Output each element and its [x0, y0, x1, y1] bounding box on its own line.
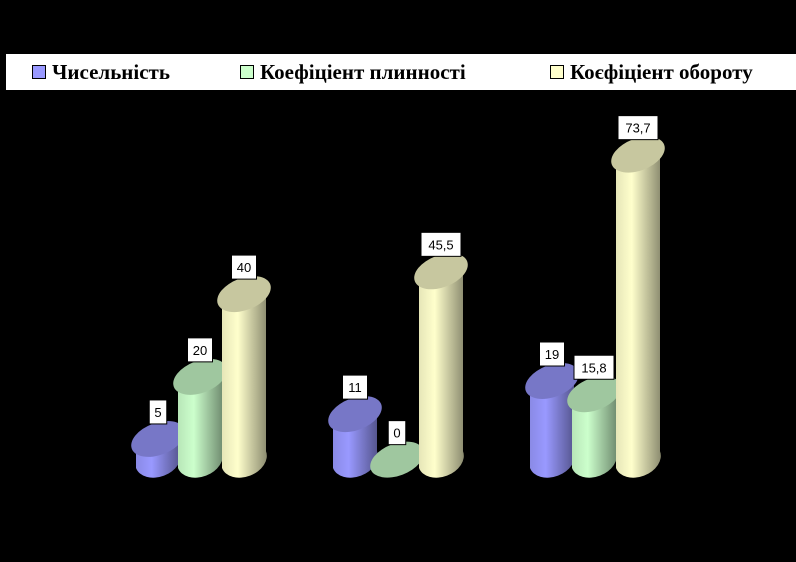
- legend-swatch-ob: [550, 65, 564, 79]
- bar-top-0-0: [131, 420, 185, 457]
- data-label-0-2: 19: [539, 341, 565, 367]
- data-label-text-2-2: 73,7: [625, 121, 650, 136]
- legend-label-pl: Коефіціент плинності: [260, 59, 466, 84]
- legend-swatch-pl: [240, 65, 254, 79]
- data-label-text-1-2: 15,8: [581, 360, 606, 375]
- labels-layer: 5 20 40 11 0 45,5 19 15,8 73,7: [148, 115, 659, 446]
- legend-item-chyselnist: Чисельність: [32, 54, 170, 90]
- bar-top-2-1: [414, 253, 468, 290]
- bar-0-1: [328, 396, 382, 478]
- bar-top-1-2: [567, 376, 621, 413]
- bar-body-2-2: [616, 146, 661, 478]
- bars-layer: [131, 136, 665, 478]
- data-label-box-1-2: [573, 354, 615, 380]
- bar-body-1-0: [178, 368, 223, 478]
- bar-body-2-0: [222, 285, 267, 478]
- data-label-2-0: 40: [231, 254, 257, 280]
- legend: Чисельність Коефіціент плинності Коєфіці…: [6, 54, 796, 90]
- data-label-text-0-0: 5: [154, 405, 161, 420]
- legend-item-ob: Коєфіціент обороту: [550, 54, 753, 90]
- data-label-text-2-0: 40: [237, 260, 251, 275]
- bar-body-2-1: [419, 262, 464, 478]
- bar-0-0: [131, 420, 185, 478]
- data-label-0-1: 11: [342, 374, 368, 400]
- data-label-0-0: 5: [148, 399, 168, 425]
- data-label-box-0-0: [148, 399, 168, 425]
- data-label-box-2-1: [420, 231, 462, 257]
- legend-label-ob: Коєфіціент обороту: [570, 59, 753, 84]
- data-label-2-1: 45,5: [420, 231, 462, 257]
- data-label-box-1-0: [187, 337, 213, 363]
- data-label-text-0-2: 19: [545, 347, 559, 362]
- bar-1-0: [173, 358, 227, 478]
- bar-top-1-1: [370, 441, 424, 478]
- bar-2-1: [414, 253, 468, 478]
- bar-0-2: [525, 363, 579, 478]
- data-label-box-2-2: [617, 115, 659, 141]
- legend-swatch-chyselnist: [32, 65, 46, 79]
- bar-2-2: [611, 136, 665, 478]
- data-label-text-1-0: 20: [193, 343, 207, 358]
- data-label-2-2: 73,7: [617, 115, 659, 141]
- data-label-1-0: 20: [187, 337, 213, 363]
- legend-item-pl: Коефіціент плинності: [240, 54, 466, 90]
- data-label-1-1: 0: [387, 420, 407, 446]
- bar-1-1: [370, 441, 424, 478]
- legend-label-chyselnist: Чисельність: [52, 59, 170, 84]
- data-label-1-2: 15,8: [573, 354, 615, 380]
- data-label-text-2-1: 45,5: [428, 237, 453, 252]
- data-label-box-0-1: [342, 374, 368, 400]
- data-label-text-0-1: 11: [348, 380, 362, 395]
- bar-top-0-2: [525, 363, 579, 399]
- data-label-text-1-1: 0: [393, 426, 400, 441]
- bar-top-1-0: [173, 358, 227, 395]
- bar-top-0-1: [328, 396, 382, 433]
- data-label-box-1-1: [387, 420, 407, 446]
- bar-top-2-2: [611, 136, 665, 173]
- data-label-box-0-2: [539, 341, 565, 367]
- bar-2-0: [217, 276, 271, 478]
- bar-1-2: [567, 376, 621, 478]
- data-label-box-2-0: [231, 254, 257, 280]
- bar-top-2-0: [217, 276, 271, 313]
